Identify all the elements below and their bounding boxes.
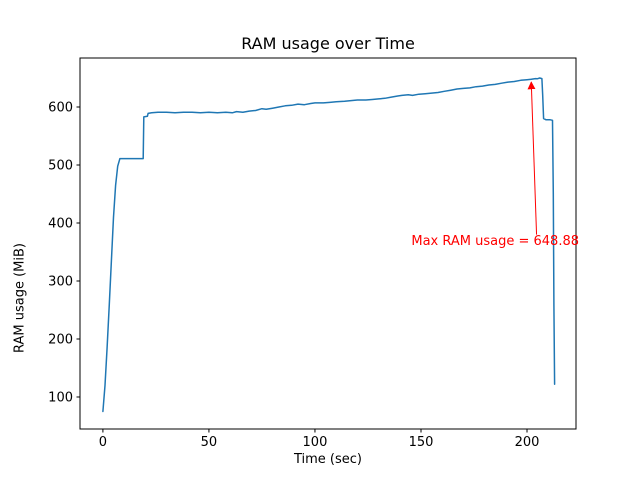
- annotation-arrow: [527, 81, 538, 235]
- annotation-label: Max RAM usage = 648.88: [411, 234, 579, 249]
- x-tick-label: 150: [409, 435, 434, 450]
- y-tick-label: 500: [48, 159, 73, 174]
- y-tick-label: 400: [48, 216, 73, 231]
- y-tick-label: 200: [48, 332, 73, 347]
- y-tick-label: 100: [48, 390, 73, 405]
- max-annotation: Max RAM usage = 648.88: [411, 81, 579, 249]
- axis-ticks: 0 50 100 150 200 100 200 300 400 500 600: [48, 101, 539, 450]
- x-tick-label: 200: [515, 435, 540, 450]
- y-tick-label: 600: [48, 101, 73, 116]
- axes-frame: [79, 57, 577, 430]
- y-tick-label: 300: [48, 274, 73, 289]
- x-axis-label: Time (sec): [293, 452, 362, 467]
- x-tick-label: 100: [303, 435, 328, 450]
- x-tick-label: 0: [99, 435, 107, 450]
- chart-title: RAM usage over Time: [241, 34, 415, 53]
- ram-usage-line: [102, 77, 556, 413]
- x-tick-label: 50: [201, 435, 218, 450]
